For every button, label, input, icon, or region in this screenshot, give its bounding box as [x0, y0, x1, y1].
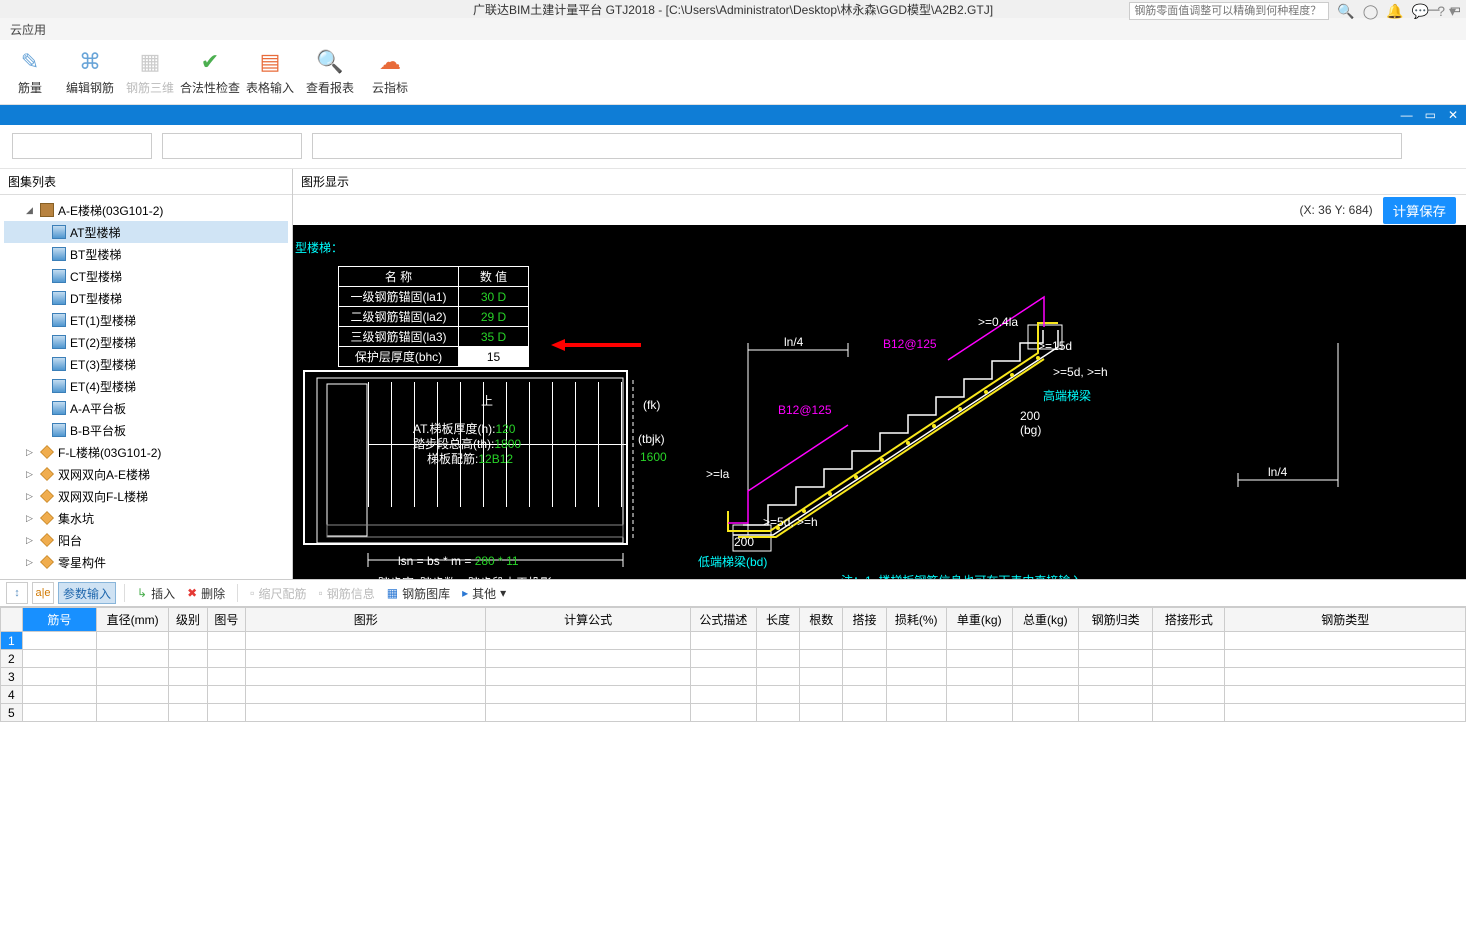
tab-cloud-app[interactable]: 云应用: [0, 19, 56, 40]
fk-label: (fk): [643, 398, 660, 412]
tb-btn-1[interactable]: ↕: [6, 582, 28, 604]
right-panel-title: 图形显示: [293, 169, 1466, 195]
left-panel: 图集列表 ◢A-E楼梯(03G101-2)AT型楼梯BT型楼梯CT型楼梯DT型楼…: [0, 169, 293, 579]
ribbon-编辑钢筋[interactable]: ⌘编辑钢筋: [60, 40, 120, 104]
filter-box-1[interactable]: [12, 133, 152, 159]
notify-icon[interactable]: 🔔: [1386, 3, 1403, 20]
main-split: 图集列表 ◢A-E楼梯(03G101-2)AT型楼梯BT型楼梯CT型楼梯DT型楼…: [0, 169, 1466, 579]
tree-item[interactable]: ET(2)型楼梯: [4, 331, 288, 353]
other-button[interactable]: ▸其他 ▾: [458, 582, 510, 604]
b12-1: B12@125: [778, 403, 832, 417]
section-view: ln/4 ln/4 B12@125 B12@125 >=la >=5d, >=h…: [688, 235, 1368, 565]
g5d-1: >=5d, >=h: [763, 515, 818, 529]
b12-2: B12@125: [883, 337, 937, 351]
canvas-caption: 型楼梯：: [295, 239, 343, 256]
tb-btn-2[interactable]: a|e: [32, 582, 54, 604]
chat-icon[interactable]: 💬: [1412, 3, 1429, 20]
filter-area: [0, 125, 1466, 169]
ribbon: ✎筋量⌘编辑钢筋▦钢筋三维✔合法性检查▤表格输入🔍查看报表☁云指标: [0, 40, 1466, 105]
param-table: 名 称数 值一级钢筋锚固(la1)30 D二级钢筋锚固(la2)29 D三级钢筋…: [338, 266, 529, 367]
ribbon-云指标[interactable]: ☁云指标: [360, 40, 420, 104]
coord-label: (X: 36 Y: 684): [1300, 203, 1373, 217]
high-beam-label: 高端梯梁: [1043, 387, 1091, 404]
sub-minimize-icon[interactable]: —: [1401, 108, 1413, 122]
g15d: >=15d: [1038, 339, 1072, 353]
param-input-button[interactable]: 参数输入: [58, 582, 116, 604]
tree-sibling[interactable]: ▷F-L楼梯(03G101-2): [4, 441, 288, 463]
tabs-bar: 云应用: [0, 18, 1466, 40]
ln4-2: ln/4: [1268, 465, 1287, 479]
tree-sibling[interactable]: ▷集水坑: [4, 507, 288, 529]
ribbon-表格输入[interactable]: ▤表格输入: [240, 40, 300, 104]
desc1: 踏步宽x踏步数＝踏步段水平投影: [378, 574, 552, 579]
graphics-canvas[interactable]: 型楼梯： 名 称数 值一级钢筋锚固(la1)30 D二级钢筋锚固(la2)29 …: [293, 225, 1466, 579]
ribbon-合法性检查[interactable]: ✔合法性检查: [180, 40, 240, 104]
tree-sibling[interactable]: ▷双网双向A-E楼梯: [4, 463, 288, 485]
rebar-lib-button[interactable]: ▦钢筋图库: [383, 582, 454, 604]
tree-item[interactable]: ET(4)型楼梯: [4, 375, 288, 397]
graphics-toolbar: (X: 36 Y: 684) 计算保存: [293, 195, 1466, 225]
v200-1: 200: [734, 535, 754, 549]
left-panel-title: 图集列表: [0, 169, 292, 195]
search-icon[interactable]: 🔍: [1337, 3, 1354, 20]
user-icon[interactable]: ◯: [1363, 3, 1379, 20]
tree-item[interactable]: A-A平台板: [4, 397, 288, 419]
low-beam-label: 低端梯梁(bd): [698, 553, 767, 570]
v200-2: 200: [1020, 409, 1040, 423]
tree-sibling[interactable]: ▷零星构件: [4, 551, 288, 573]
tree-item[interactable]: AT型楼梯: [4, 221, 288, 243]
val1600: 1600: [640, 450, 667, 464]
g04la: >=0.4la: [978, 315, 1018, 329]
insert-button[interactable]: ↳插入: [133, 582, 179, 604]
sub-maximize-icon[interactable]: ▭: [1425, 108, 1436, 122]
lower-toolbar: ↕ a|e 参数输入 ↳插入 ✖删除 ▫缩尺配筋 ▫钢筋信息 ▦钢筋图库 ▸其他…: [0, 579, 1466, 607]
delete-button[interactable]: ✖删除: [183, 582, 229, 604]
lsn-label: lsn = bs * m = 280 * 11: [398, 554, 519, 568]
title-bar: 广联达BIM土建计量平台 GTJ2018 - [C:\Users\Adminis…: [0, 0, 1466, 18]
tree-item[interactable]: B-B平台板: [4, 419, 288, 441]
up-label: 上: [481, 392, 493, 409]
filter-box-2[interactable]: [162, 133, 302, 159]
tree-item[interactable]: DT型楼梯: [4, 287, 288, 309]
red-arrow-annotation: [551, 339, 641, 351]
tree: ◢A-E楼梯(03G101-2)AT型楼梯BT型楼梯CT型楼梯DT型楼梯ET(1…: [0, 195, 292, 579]
rebar-info-button: ▫钢筋信息: [314, 582, 378, 604]
plan-view: lsn = bs * m = 280 * 11 (fk) (tbjk) 1600…: [303, 370, 638, 579]
tree-root[interactable]: ◢A-E楼梯(03G101-2): [4, 199, 288, 221]
g5d-2: >=5d, >=h: [1053, 365, 1108, 379]
tree-item[interactable]: ET(3)型楼梯: [4, 353, 288, 375]
ribbon-钢筋三维: ▦钢筋三维: [120, 40, 180, 104]
note-text: 注：1. 楼梯板钢筋信息也可在下表中直接输入。: [841, 572, 1094, 579]
tree-item[interactable]: ET(1)型楼梯: [4, 309, 288, 331]
ribbon-查看报表[interactable]: 🔍查看报表: [300, 40, 360, 104]
sub-window-bar: — ▭ ✕: [0, 105, 1466, 125]
filter-box-3[interactable]: [312, 133, 1402, 159]
plan-p3: 梯板配筋:12B12: [427, 450, 513, 467]
right-panel: 图形显示 (X: 36 Y: 684) 计算保存 型楼梯： 名 称数 值一级钢筋…: [293, 169, 1466, 579]
sub-close-icon[interactable]: ✕: [1448, 108, 1458, 122]
tree-sibling[interactable]: ▷双网双向F-L楼梯: [4, 485, 288, 507]
ln4-1: ln/4: [784, 335, 803, 349]
tree-item[interactable]: CT型楼梯: [4, 265, 288, 287]
ge-la: >=la: [706, 467, 729, 481]
tree-item[interactable]: BT型楼梯: [4, 243, 288, 265]
ribbon-筋量[interactable]: ✎筋量: [0, 40, 60, 104]
tree-sibling[interactable]: ▷阳台: [4, 529, 288, 551]
calc-save-button[interactable]: 计算保存: [1383, 197, 1456, 224]
search-input[interactable]: [1129, 2, 1329, 20]
help-icon[interactable]: ? ▾: [1437, 3, 1456, 20]
scale-button: ▫缩尺配筋: [246, 582, 310, 604]
bg-label: (bg): [1020, 423, 1041, 437]
tbjk-label: (tbjk): [638, 432, 665, 446]
window-title: 广联达BIM土建计量平台 GTJ2018 - [C:\Users\Adminis…: [473, 1, 993, 18]
data-grid[interactable]: 筋号直径(mm)级别图号图形计算公式公式描述长度根数搭接损耗(%)单重(kg)总…: [0, 607, 1466, 722]
